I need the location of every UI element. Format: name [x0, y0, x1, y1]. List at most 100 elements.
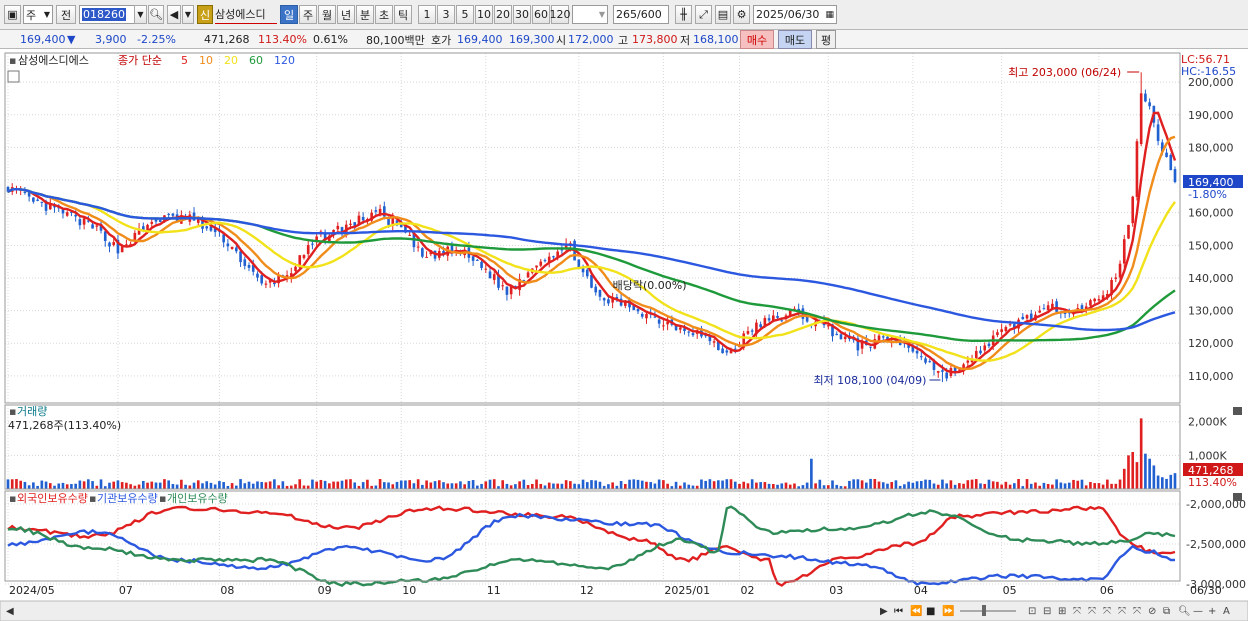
interval-60-button[interactable]: 60 — [532, 5, 550, 24]
candle-body — [273, 282, 276, 285]
bar-count-input[interactable]: 265/600 — [613, 5, 669, 24]
date-input[interactable]: 2025/06/30 ▦ — [753, 5, 837, 24]
scrollbar[interactable]: ◀ ▶ ⏮ ⏪ ■ ⏩ ⊡ ⊟ ⊞ ⤧ ⤧ ⤧ ⤧ ⤧ ⊘ ⧉ 🔍︎ — + A — [0, 600, 1248, 621]
scrollbar-track — [0, 600, 1248, 621]
candle-body — [370, 212, 373, 221]
volume-bar — [1169, 474, 1173, 489]
volume-bar — [251, 483, 255, 489]
volume-bar — [336, 481, 340, 489]
period-분-button[interactable]: 분 — [356, 5, 374, 24]
candle-body — [416, 246, 420, 248]
interval-120-button[interactable]: 120 — [550, 5, 571, 24]
volume-bar — [243, 483, 247, 489]
price-tick-label: 150,000 — [1188, 239, 1234, 252]
volume-bar — [687, 484, 691, 489]
candle-body — [733, 348, 737, 350]
save-icon[interactable]: ▤ — [715, 5, 731, 24]
volume-bar — [759, 482, 762, 489]
candle-body — [543, 260, 547, 262]
price-tick-label: 180,000 — [1188, 141, 1234, 154]
current-pct-label: -1.80% — [1188, 188, 1227, 201]
period-일-button[interactable]: 일 — [280, 5, 298, 24]
candle-body — [492, 274, 496, 280]
candle-body — [70, 211, 73, 213]
volume-bar — [801, 485, 805, 489]
volume-bar — [881, 482, 885, 489]
candle-body — [425, 256, 428, 258]
volume-bar — [65, 484, 69, 489]
period-월-button[interactable]: 월 — [318, 5, 336, 24]
volume-bar — [856, 479, 860, 489]
legend-marker: ▪ — [89, 492, 96, 505]
volume-bar — [404, 480, 407, 489]
speaker-icon[interactable]: ◀ — [167, 5, 181, 24]
price-tick-label: 140,000 — [1188, 272, 1234, 285]
current-price-label: 169,400 — [1188, 176, 1234, 189]
code-dropdown-icon[interactable]: ▼ — [134, 5, 147, 24]
candle-body — [129, 243, 132, 245]
candle-body — [315, 236, 318, 243]
candle-body — [564, 243, 568, 249]
period-년-button[interactable]: 년 — [337, 5, 355, 24]
stock-code-input[interactable]: 018260 — [79, 5, 137, 24]
volume-bar — [167, 480, 170, 489]
interval-dropdown[interactable]: ▼ — [572, 5, 608, 24]
ma-20-line — [7, 187, 1176, 362]
interval-30-button[interactable]: 30 — [513, 5, 531, 24]
ask-price: 169,400 — [457, 33, 503, 46]
volume-bar — [979, 483, 982, 489]
interval-20-button[interactable]: 20 — [494, 5, 512, 24]
candle-body — [666, 321, 669, 325]
sell-button[interactable]: 매도 — [778, 30, 812, 49]
hc-label: HC:-16.55 — [1181, 65, 1236, 78]
scroll-left-icon: ◀ — [6, 606, 14, 617]
legend-marker: ▪ — [9, 405, 16, 418]
period-틱-button[interactable]: 틱 — [394, 5, 412, 24]
search-icon[interactable]: 🔍︎ — [148, 5, 164, 24]
candle-type-icon[interactable]: ╫ — [675, 5, 692, 24]
candle-body — [340, 227, 344, 234]
scroll-control-icon: ⏮ — [894, 606, 903, 617]
volume-bar — [670, 486, 674, 489]
volume-bar — [501, 480, 505, 489]
chart-tool-icon: ⊟ — [1043, 606, 1051, 617]
interval-5-button[interactable]: 5 — [456, 5, 474, 24]
line-tool-icon[interactable]: ⤢ — [695, 5, 712, 24]
volume-bar — [361, 482, 365, 489]
candle-body — [577, 259, 581, 269]
period-주-button[interactable]: 주 — [299, 5, 317, 24]
candle-body — [1139, 93, 1143, 144]
volume-bar — [966, 480, 970, 489]
price-tick-label: 110,000 — [1188, 370, 1234, 383]
buy-button[interactable]: 매수 — [740, 30, 774, 49]
period-초-button[interactable]: 초 — [375, 5, 393, 24]
stock-name-label[interactable]: 삼성에스디 — [215, 5, 277, 24]
volume-bar — [175, 484, 179, 489]
sound-dropdown-icon[interactable]: ▼ — [182, 5, 194, 24]
eval-button[interactable]: 평 — [816, 30, 836, 49]
ma-120-legend: 120 — [274, 54, 295, 67]
period-select[interactable]: 주 ▼ — [23, 5, 53, 24]
chart-tool-icon: ⤧ — [1088, 606, 1096, 617]
gear-icon[interactable]: ⚙ — [733, 5, 750, 24]
candle-body — [721, 348, 724, 354]
volume-bar — [974, 479, 978, 489]
window-menu-icon[interactable]: ▣ — [4, 5, 21, 24]
volume-bar — [848, 480, 851, 489]
candle-body — [1156, 124, 1160, 142]
interval-3-button[interactable]: 3 — [437, 5, 455, 24]
panel-labels: 최고 203,000 (06/24) 최저 108,100 (04/09) 배당락(… — [7, 53, 1243, 505]
interval-1-button[interactable]: 1 — [418, 5, 436, 24]
volume-bar — [95, 485, 99, 489]
volume-bar — [1051, 484, 1054, 489]
volume-bar — [158, 482, 162, 489]
volume-bar — [1131, 452, 1135, 489]
candle-body — [725, 350, 729, 353]
prev-button[interactable]: 전 — [56, 5, 76, 24]
quote-amount: 80,100백만 — [366, 33, 425, 47]
volume-bar — [120, 482, 124, 489]
volume-bar — [226, 485, 230, 489]
volume-bar — [442, 482, 445, 489]
candle-body — [1013, 324, 1016, 329]
interval-10-button[interactable]: 10 — [475, 5, 493, 24]
